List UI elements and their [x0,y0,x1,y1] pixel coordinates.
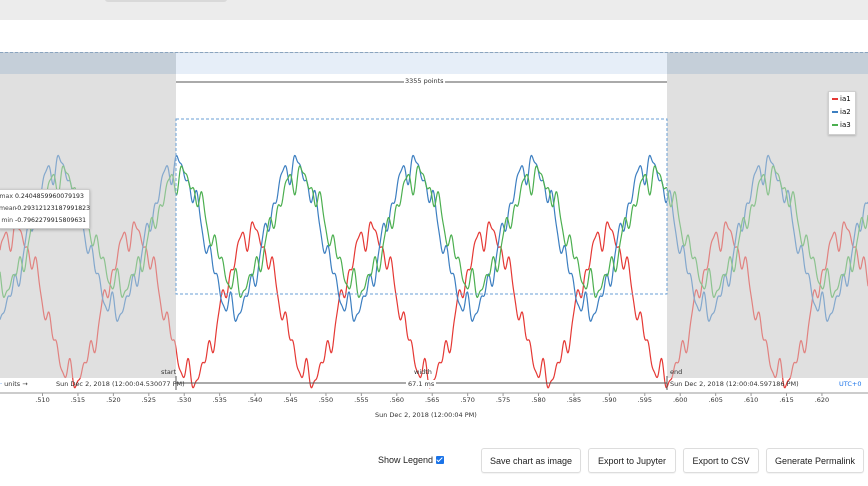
save-chart-image-button[interactable]: Save chart as image [481,448,581,473]
x-tick-label: .605 [708,396,722,404]
x-tick-label: .620 [815,396,829,404]
tooltip-min: min -0.7962279915809631 [1,217,87,224]
width-label: width [414,368,432,376]
x-tick-label: .590 [602,396,616,404]
x-tick-label: .575 [496,396,510,404]
x-tick-label: .535 [212,396,226,404]
legend-swatch-ia3 [832,124,838,126]
x-tick-label: .540 [248,396,262,404]
series-line-ia3 [0,165,868,299]
units-label: units → [4,380,28,388]
legend-item-ia2[interactable]: ia2 [829,106,855,118]
units-marker: · [0,380,3,388]
x-tick-label: .530 [177,396,191,404]
series-line-ia1 [0,221,868,389]
x-tick-label: .565 [425,396,439,404]
x-tick-label: .515 [71,396,85,404]
x-axis-title: Sun Dec 2, 2018 (12:00:04 PM) [375,411,477,419]
range-navigator-window[interactable] [176,53,667,75]
timezone-link[interactable]: UTC+0 [839,380,862,388]
points-count: 3355 points [404,77,445,85]
x-tick-label: .580 [531,396,545,404]
x-tick-label: .525 [142,396,156,404]
zoom-selection-box [175,118,668,295]
export-csv-button[interactable]: Export to CSV [683,448,759,473]
stats-tooltip: max 0.2404859960079193 mean-0.29312123187… [0,189,90,229]
start-time: Sun Dec 2, 2018 (12:00:04.530077 PM) [56,380,185,388]
x-tick-label: .595 [638,396,652,404]
waveform-chart[interactable]: .510 .515 .520 .525 .530 .535 .540 .545 .550 .555… [0,74,868,419]
x-tick-label: .570 [460,396,474,404]
x-tick-label: .510 [35,396,49,404]
selected-region [176,74,667,378]
top-toolbar [0,0,868,20]
legend-swatch-ia1 [832,98,838,100]
x-tick-label: .610 [744,396,758,404]
x-tick-label: .555 [354,396,368,404]
x-tick-label: .550 [319,396,333,404]
start-label: start [161,368,177,376]
x-tick-label: .600 [673,396,687,404]
tooltip-max: max 0.2404859960079193 [0,193,84,200]
show-legend-checkbox[interactable] [436,456,445,464]
legend-item-ia1[interactable]: ia1 [829,93,855,105]
range-navigator[interactable] [0,52,868,76]
x-tick-label: .615 [779,396,793,404]
show-legend-label: Show Legend [378,455,434,465]
chart-legend: ia1 ia2 ia3 [828,91,856,135]
end-time: Sun Dec 2, 2018 (12:00:04.597186 PM) [670,380,799,388]
generate-permalink-button[interactable]: Generate Permalink [766,448,864,473]
x-tick-label: .545 [283,396,297,404]
end-label: end [670,368,683,376]
tooltip-mean: mean-0.29312123187991823 [0,205,91,212]
x-tick-label: .585 [567,396,581,404]
x-tick-label: .560 [390,396,404,404]
toolbar-control-left[interactable] [105,0,227,2]
width-value: 67.1 ms [406,380,437,388]
legend-item-ia3[interactable]: ia3 [829,119,855,131]
x-tick-label: .520 [106,396,120,404]
legend-swatch-ia2 [832,111,838,113]
series-line-ia2 [0,154,868,322]
export-jupyter-button[interactable]: Export to Jupyter [588,448,676,473]
units-link[interactable]: · units → [0,380,28,388]
show-legend-toggle[interactable]: Show Legend [378,455,445,465]
